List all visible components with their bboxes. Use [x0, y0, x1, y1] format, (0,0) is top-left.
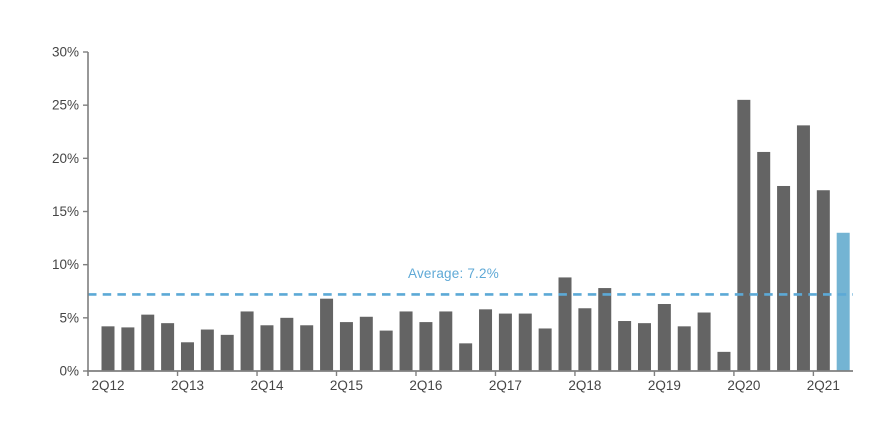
bar: [220, 334, 234, 371]
x-tick-label: 2Q17: [489, 378, 522, 393]
x-tick-label: 2Q12: [91, 378, 124, 393]
bar: [300, 325, 314, 371]
bar: [598, 288, 612, 371]
bar: [697, 312, 711, 371]
bar: [121, 327, 135, 371]
bar: [141, 314, 155, 371]
bar: [439, 311, 453, 371]
bar: [558, 277, 572, 371]
y-tick-label: 20%: [52, 151, 79, 166]
bar: [578, 308, 592, 371]
bar: [200, 329, 214, 371]
y-tick-label: 15%: [52, 204, 79, 219]
bar: [637, 323, 651, 371]
x-tick-label: 2Q13: [171, 378, 204, 393]
bar: [498, 313, 512, 371]
bar: [677, 326, 691, 371]
bar: [399, 311, 413, 371]
bar-highlighted: [836, 232, 850, 371]
y-tick-label: 30%: [52, 45, 79, 60]
bar: [777, 185, 791, 371]
x-tick-label: 2Q21: [807, 378, 840, 393]
bar: [479, 309, 493, 371]
bar: [796, 125, 810, 372]
bar: [419, 322, 433, 371]
bar: [101, 326, 115, 371]
x-tick-label: 2Q16: [409, 378, 442, 393]
bar: [618, 321, 632, 371]
bar: [339, 322, 353, 371]
bar: [161, 323, 175, 371]
bar: [459, 343, 473, 371]
y-tick-label: 0%: [59, 364, 79, 379]
bar: [240, 311, 254, 371]
x-tick-label: 2Q20: [727, 378, 760, 393]
bar: [737, 99, 751, 371]
x-tick-label: 2Q14: [250, 378, 284, 393]
bar: [657, 304, 671, 371]
x-tick-label: 2Q19: [648, 378, 681, 393]
y-tick-label: 10%: [52, 257, 79, 272]
x-tick-label: 2Q18: [568, 378, 601, 393]
y-tick-label: 5%: [59, 310, 79, 325]
bar: [717, 351, 731, 371]
bar: [816, 190, 830, 371]
bar: [260, 325, 274, 371]
bar: [379, 330, 393, 371]
bar: [320, 298, 334, 371]
bar: [538, 328, 552, 371]
average-line-label: Average: 7.2%: [408, 266, 499, 281]
x-tick-label: 2Q15: [330, 378, 363, 393]
bar: [757, 151, 771, 371]
bar: [518, 313, 532, 371]
bar: [280, 317, 294, 371]
bar: [180, 342, 194, 371]
y-tick-label: 25%: [52, 98, 79, 113]
bar: [359, 316, 373, 371]
